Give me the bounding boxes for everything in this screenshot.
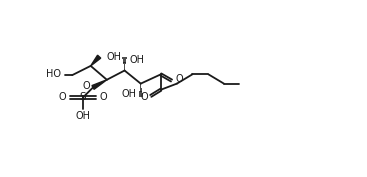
Text: O: O	[58, 92, 66, 102]
Text: O: O	[100, 92, 108, 102]
Polygon shape	[91, 55, 101, 66]
Polygon shape	[92, 80, 107, 89]
Text: O: O	[140, 92, 148, 102]
Text: O: O	[82, 81, 90, 91]
Text: O: O	[175, 74, 183, 84]
Text: OH: OH	[121, 89, 136, 99]
Text: OH: OH	[76, 111, 91, 121]
Text: HO: HO	[46, 69, 61, 79]
Text: OH: OH	[106, 52, 121, 62]
Text: S: S	[80, 92, 86, 102]
Text: OH: OH	[130, 55, 145, 65]
